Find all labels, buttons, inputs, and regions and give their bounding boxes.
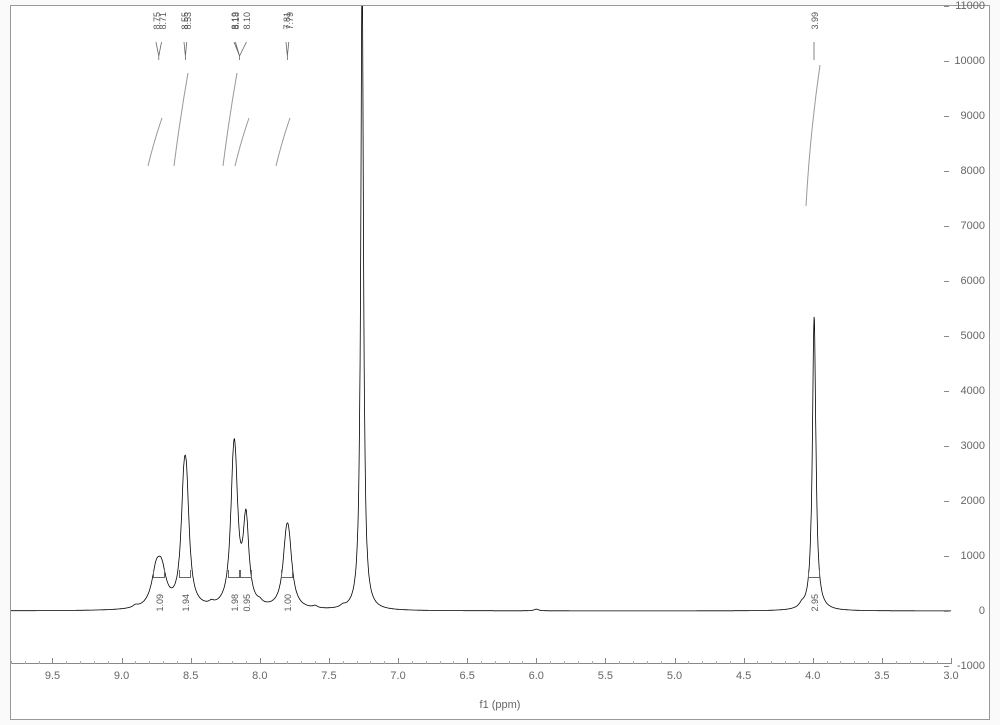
- peak-ppm-label: 8.53: [183, 12, 193, 30]
- peak-ppm-label: 8.71: [158, 12, 168, 30]
- y-tick-label: 1000: [961, 550, 985, 562]
- x-tick-label: 8.0: [252, 670, 267, 682]
- peak-ppm-label: 7.79: [285, 12, 295, 30]
- integral-value-label: 0.95: [242, 594, 252, 612]
- y-tick-label: 3000: [961, 440, 985, 452]
- integral-bracket-icon: [240, 570, 252, 578]
- peak-marker-icon: [178, 42, 193, 60]
- integral-curve: [802, 61, 832, 216]
- integral-bracket-icon: [281, 570, 293, 578]
- integral-value-label: 1.94: [181, 594, 191, 612]
- integral-curve: [231, 116, 261, 216]
- integral-value-label: 1.98: [230, 594, 240, 612]
- integral-bracket-icon: [808, 570, 820, 578]
- peak-marker-icon: [280, 42, 295, 60]
- peak-ppm-label: 3.99: [810, 12, 820, 30]
- x-tick-label: 6.0: [529, 670, 544, 682]
- x-tick-label: 3.5: [874, 670, 889, 682]
- peak-marker-icon: [808, 42, 820, 60]
- integral-value-label: 1.09: [155, 594, 165, 612]
- integral-value-label: 2.95: [810, 594, 820, 612]
- y-tick-label: 2000: [961, 495, 985, 507]
- x-tick-label: 7.0: [390, 670, 405, 682]
- integral-bracket-icon: [179, 570, 191, 578]
- integral-curve: [170, 71, 200, 171]
- integral-curve: [272, 116, 302, 216]
- integral-value-label: 1.00: [283, 594, 293, 612]
- x-tick-label: 6.5: [460, 670, 475, 682]
- y-tick-label: 6000: [961, 275, 985, 287]
- peak-ppm-label: 8.10: [242, 12, 252, 30]
- y-tick-label: 7000: [961, 220, 985, 232]
- x-axis: 9.59.08.58.07.57.06.56.05.55.04.54.03.53…: [11, 664, 951, 694]
- y-tick-label: 4000: [961, 385, 985, 397]
- y-tick-label: 5000: [961, 330, 985, 342]
- integral-bracket-icon: [228, 570, 240, 578]
- y-tick-label: 10000: [954, 55, 985, 67]
- y-tick-label: 0: [979, 605, 985, 617]
- y-tick-label: -1000: [957, 660, 985, 672]
- y-axis: -100001000200030004000500060007000800090…: [949, 6, 989, 666]
- x-tick-label: 4.5: [736, 670, 751, 682]
- x-tick-label: 8.5: [183, 670, 198, 682]
- x-axis-label: f1 (ppm): [480, 699, 521, 711]
- x-tick-label: 4.0: [805, 670, 820, 682]
- x-tick-label: 5.5: [598, 670, 613, 682]
- peak-marker-icon: [150, 42, 168, 60]
- y-tick-label: 9000: [961, 110, 985, 122]
- plot-area: 8.758.718.558.538.198.188.107.817.793.99…: [11, 6, 951, 666]
- x-tick-label: 9.5: [45, 670, 60, 682]
- x-tick-label: 9.0: [114, 670, 129, 682]
- peak-ppm-label: 8.18: [231, 12, 241, 30]
- integral-bracket-icon: [153, 570, 165, 578]
- peak-marker-icon: [228, 42, 252, 60]
- x-tick-label: 7.5: [321, 670, 336, 682]
- y-tick-label: 11000: [955, 0, 985, 12]
- y-tick-label: 8000: [961, 165, 985, 177]
- x-tick-label: 5.0: [667, 670, 682, 682]
- nmr-spectrum-chart: 8.758.718.558.538.198.188.107.817.793.99…: [10, 5, 990, 720]
